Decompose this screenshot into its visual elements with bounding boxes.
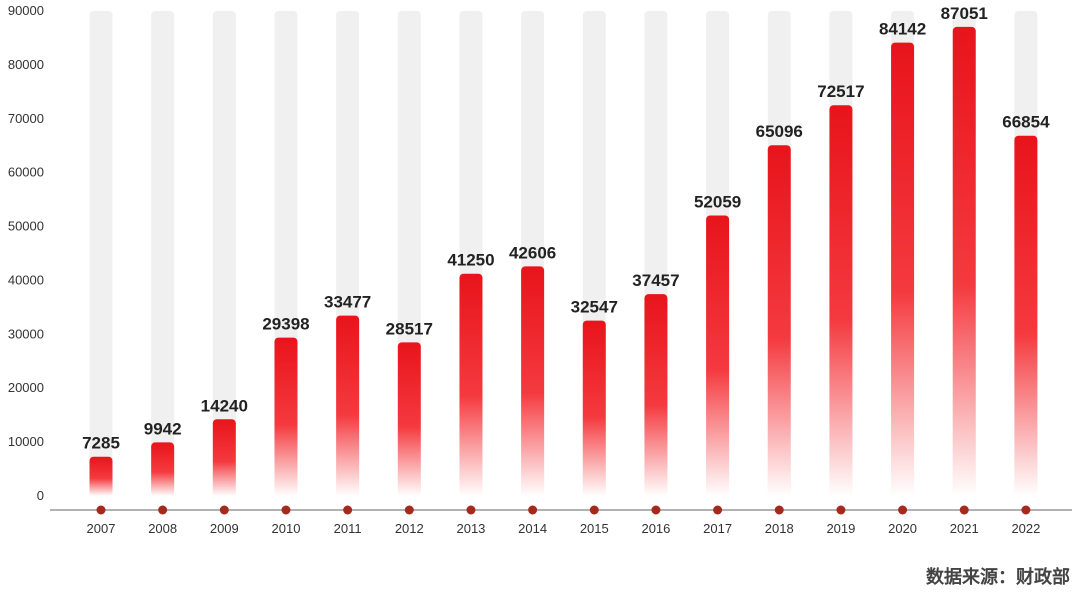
bar-track — [89, 11, 113, 496]
bar-track — [151, 11, 175, 496]
bars — [89, 26, 1038, 497]
value-label: 41250 — [447, 251, 494, 270]
y-tick-label: 80000 — [8, 57, 44, 72]
bar — [644, 294, 668, 496]
value-label: 87051 — [941, 4, 988, 23]
value-labels: 7285 9942 14240 29398 33477 28517 41250 42606 32… — [82, 4, 1050, 453]
x-marker-dot — [898, 505, 908, 515]
bar — [952, 26, 976, 496]
bar — [829, 105, 853, 497]
value-label: 32547 — [571, 298, 618, 317]
y-tick-label: 30000 — [8, 326, 44, 341]
x-tick-label: 2021 — [950, 521, 979, 536]
bar — [582, 320, 606, 496]
x-marker-dot — [281, 505, 291, 515]
x-axis: 2007 2008 2009 2010 2011 2012 2013 2014 2015 2016… — [87, 521, 1041, 536]
value-label: 84142 — [879, 20, 926, 39]
bar — [521, 266, 545, 496]
x-tick-label: 2016 — [641, 521, 670, 536]
y-tick-label: 50000 — [8, 219, 44, 234]
x-markers — [96, 505, 1031, 515]
y-tick-label: 60000 — [8, 165, 44, 180]
x-tick-label: 2020 — [888, 521, 917, 536]
y-tick-label: 40000 — [8, 272, 44, 287]
y-tick-label: 70000 — [8, 111, 44, 126]
x-marker-dot — [466, 505, 476, 515]
x-tick-label: 2009 — [210, 521, 239, 536]
bar — [706, 215, 730, 496]
bar — [459, 273, 483, 496]
bar — [397, 342, 421, 496]
x-tick-label: 2007 — [87, 521, 116, 536]
y-tick-label: 10000 — [8, 434, 44, 449]
x-tick-label: 2013 — [456, 521, 485, 536]
value-label: 28517 — [386, 319, 433, 338]
bar — [89, 456, 113, 496]
x-marker-dot — [1021, 505, 1031, 515]
x-tick-label: 2015 — [580, 521, 609, 536]
x-marker-dot — [158, 505, 168, 515]
x-tick-label: 2022 — [1011, 521, 1040, 536]
x-marker-dot — [959, 505, 969, 515]
value-label: 33477 — [324, 293, 371, 312]
bar — [336, 315, 360, 496]
bar — [767, 145, 791, 496]
bar — [212, 419, 236, 496]
bar — [274, 337, 298, 496]
value-label: 72517 — [817, 82, 864, 101]
bar-track — [212, 11, 236, 496]
x-marker-dot — [713, 505, 723, 515]
x-tick-label: 2011 — [334, 521, 362, 536]
value-label: 65096 — [756, 122, 803, 141]
bar — [891, 42, 915, 496]
value-label: 29398 — [262, 315, 309, 334]
x-tick-label: 2019 — [826, 521, 855, 536]
source-note: 数据来源：财政部 — [926, 567, 1070, 588]
x-tick-label: 2010 — [272, 521, 301, 536]
x-tick-label: 2008 — [148, 521, 177, 536]
x-marker-dot — [219, 505, 229, 515]
value-label: 66854 — [1002, 113, 1050, 132]
value-label: 52059 — [694, 192, 741, 211]
x-tick-label: 2014 — [518, 521, 547, 536]
x-marker-dot — [404, 505, 414, 515]
y-axis: 0 10000 20000 30000 40000 50000 60000 70000 8000… — [8, 3, 44, 503]
bar — [151, 442, 175, 496]
x-tick-label: 2012 — [395, 521, 424, 536]
x-marker-dot — [96, 505, 106, 515]
x-marker-dot — [836, 505, 846, 515]
value-label: 9942 — [144, 419, 182, 438]
x-marker-dot — [774, 505, 784, 515]
x-marker-dot — [343, 505, 353, 515]
bar — [1014, 135, 1038, 497]
y-tick-label: 0 — [37, 488, 44, 503]
y-tick-label: 90000 — [8, 3, 44, 18]
value-label: 14240 — [201, 396, 248, 415]
x-marker-dot — [589, 505, 599, 515]
x-tick-label: 2017 — [703, 521, 732, 536]
x-marker-dot — [528, 505, 538, 515]
value-label: 42606 — [509, 243, 556, 262]
value-label: 37457 — [632, 271, 679, 290]
y-tick-label: 20000 — [8, 380, 44, 395]
x-marker-dot — [651, 505, 661, 515]
x-tick-label: 2018 — [765, 521, 794, 536]
value-label: 7285 — [82, 434, 120, 453]
